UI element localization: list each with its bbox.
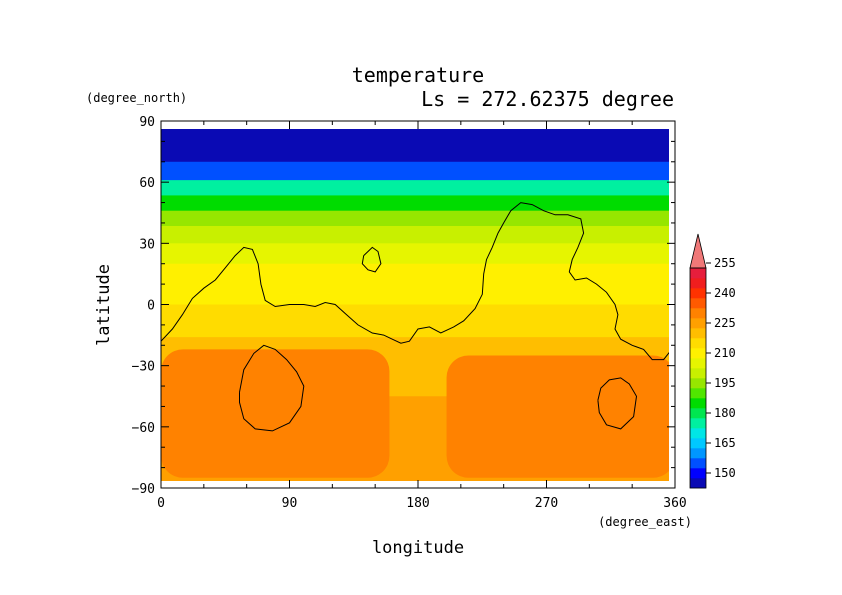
colorbar-swatch	[690, 318, 706, 329]
y-tick-label: −60	[132, 421, 155, 436]
colorbar-swatch	[690, 458, 706, 469]
heatmap-band	[161, 180, 669, 196]
x-tick-label: 90	[282, 496, 298, 511]
colorbar-tick-label: 255	[714, 256, 736, 270]
heatmap-band	[161, 129, 669, 142]
colorbar-swatch	[690, 268, 706, 279]
x-tick-label: 270	[535, 496, 558, 511]
contour-lines	[161, 202, 669, 432]
heatmap-band	[161, 304, 669, 323]
y-tick-label: −30	[132, 360, 155, 375]
heatmap-band	[161, 243, 669, 265]
colorbar-swatch	[690, 328, 706, 339]
y-unit-label: (degree_north)	[86, 91, 187, 105]
y-tick-label: 90	[139, 115, 155, 130]
heatmap-warm-region	[161, 349, 390, 478]
x-tick-label: 360	[663, 496, 686, 511]
colorbar-tick-label: 210	[714, 346, 736, 360]
y-tick-label: 30	[139, 237, 155, 252]
colorbar-swatch	[690, 438, 706, 449]
heatmap-band	[161, 210, 669, 227]
heatmap-band	[161, 226, 669, 244]
contour-line	[361, 246, 382, 273]
colorbar-swatch	[690, 428, 706, 439]
colorbar-tick-label: 225	[714, 316, 736, 330]
heatmap-band	[161, 195, 669, 212]
heatmap-band	[161, 161, 669, 181]
heatmap-warm-region	[446, 355, 669, 478]
colorbar-tick-label: 195	[714, 376, 736, 390]
colorbar-swatch	[690, 348, 706, 359]
contour-line	[597, 377, 638, 430]
colorbar-tick-label: 150	[714, 466, 736, 480]
colorbar-swatch	[690, 338, 706, 349]
y-tick-label: 0	[147, 299, 155, 314]
colorbar-extend-arrow	[689, 233, 707, 269]
colorbar-swatch	[690, 308, 706, 319]
heatmap-band	[161, 141, 669, 163]
colorbar-swatch	[690, 418, 706, 429]
y-tick-label: 60	[139, 176, 155, 191]
colorbar-swatch	[690, 288, 706, 299]
colorbar-frame	[689, 267, 707, 489]
heatmap-band	[161, 284, 669, 305]
colorbar-swatch	[690, 468, 706, 479]
axis-ticks: 0 90 180 270 360 90 60 30 0 −30 −60 −90	[132, 115, 687, 511]
colorbar-swatch	[690, 368, 706, 379]
heatmap-field	[161, 129, 669, 481]
colorbar-tick-label: 240	[714, 286, 736, 300]
x-tick-label: 180	[406, 496, 429, 511]
heatmap-band	[161, 321, 669, 338]
colorbar-tick-label: 180	[714, 406, 736, 420]
heatmap-band	[161, 263, 669, 285]
contour-line	[161, 202, 669, 361]
colorbar-swatch	[690, 358, 706, 369]
colorbar-swatch	[690, 278, 706, 289]
colorbar-swatch	[690, 478, 706, 489]
x-tick-label: 0	[157, 496, 165, 511]
colorbar-swatch	[690, 408, 706, 419]
y-axis-label: latitude	[94, 264, 114, 346]
colorbar-swatch	[690, 448, 706, 459]
chart-subtitle: Ls = 272.62375 degree	[421, 87, 674, 111]
colorbar-swatch	[690, 388, 706, 399]
contour-line	[239, 344, 305, 432]
chart-title: temperature	[352, 63, 484, 87]
colorbar-swatch	[690, 298, 706, 309]
y-tick-label: −90	[132, 482, 155, 497]
x-axis-label: longitude	[372, 538, 464, 558]
colorbar-swatch	[690, 398, 706, 409]
colorbar-tick-label: 165	[714, 436, 736, 450]
x-unit-label: (degree_east)	[598, 515, 692, 529]
colorbar: 150 165 180 195 210 225 240 255	[689, 233, 736, 489]
colorbar-swatch	[690, 378, 706, 389]
